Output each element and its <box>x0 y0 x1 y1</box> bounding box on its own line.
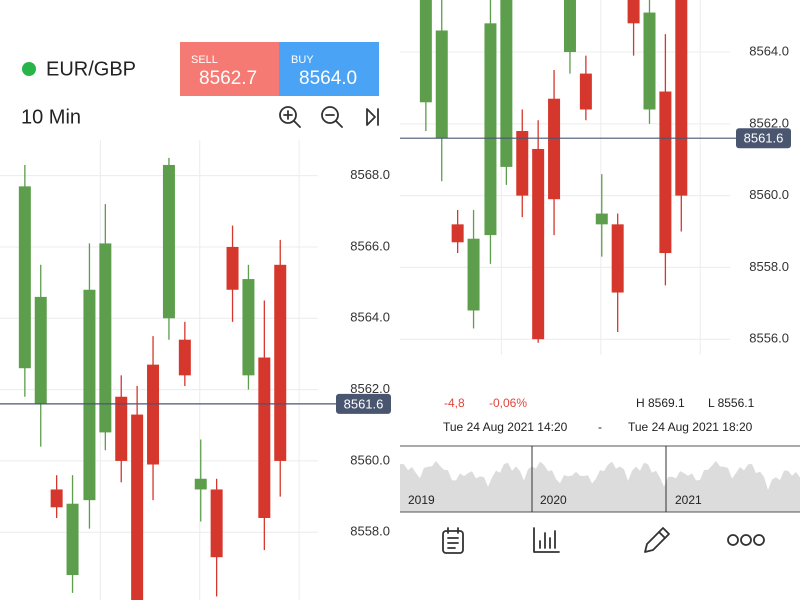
candle-body <box>419 0 432 103</box>
last-price-label: 8561.6 <box>744 131 784 146</box>
timeframe[interactable]: 10 Min <box>21 106 81 128</box>
candle-body <box>147 364 160 465</box>
draw-icon[interactable] <box>644 527 670 553</box>
buy-price: 8564.0 <box>299 68 357 89</box>
symbol[interactable]: EUR/GBP <box>46 58 136 80</box>
candle-body <box>226 246 239 290</box>
plot-area <box>400 0 730 355</box>
y-tick-label: 8562.0 <box>350 381 390 396</box>
candle-body <box>258 357 271 518</box>
candle-body <box>162 164 175 319</box>
candle-body <box>532 148 545 340</box>
y-tick-label: 8568.0 <box>350 167 390 182</box>
candle-body <box>500 0 513 167</box>
candle-body <box>274 264 287 461</box>
jump-end-icon[interactable] <box>366 108 379 126</box>
candle-body <box>178 339 191 376</box>
candle-body <box>563 0 576 53</box>
sell-button[interactable] <box>180 42 279 96</box>
candle-body <box>50 489 63 508</box>
candle-body <box>194 478 207 490</box>
candle-body <box>18 186 31 369</box>
candle-body <box>579 73 592 110</box>
range-to: Tue 24 Aug 2021 18:20 <box>628 420 753 434</box>
range-from: Tue 24 Aug 2021 14:20 <box>443 420 568 434</box>
candle-body <box>659 91 672 254</box>
low: L 8556.1 <box>708 396 755 410</box>
candle-body <box>66 503 79 576</box>
chart: 8558.0 8560.0 8562.0 8564.0 8566.0 8568.0 8561… <box>0 140 391 600</box>
range-separator: - <box>598 420 602 434</box>
candle-body <box>451 224 464 243</box>
candle-body <box>643 12 656 110</box>
candle-body <box>99 243 112 433</box>
year-label: 2021 <box>675 493 702 507</box>
buy-button[interactable] <box>279 42 379 96</box>
y-tick-label: 8564.0 <box>749 43 789 58</box>
change-percent: -0,06% <box>489 396 527 410</box>
y-tick-label: 8558.0 <box>350 524 390 539</box>
y-tick-label: 8560.0 <box>749 187 789 202</box>
y-tick-label: 8556.0 <box>749 331 789 346</box>
candle-body <box>548 98 561 200</box>
buy-label: BUY <box>291 54 314 66</box>
indicators-icon[interactable] <box>533 527 560 553</box>
notes-icon[interactable] <box>442 527 464 554</box>
candle-body <box>83 289 96 501</box>
status-dot <box>22 62 36 76</box>
candle-body <box>34 296 47 404</box>
zoom-out-icon[interactable] <box>321 106 343 128</box>
y-tick-label: 8560.0 <box>350 452 390 467</box>
candle-body <box>467 238 480 311</box>
candle-body <box>595 213 608 225</box>
candle-body <box>435 30 448 139</box>
y-tick-label: 8566.0 <box>350 238 390 253</box>
chart: 8556.08558.08560.08562.08564.01617188561… <box>400 0 791 377</box>
last-price-box <box>336 393 391 414</box>
candle-body <box>675 0 688 196</box>
y-tick-label: 8564.0 <box>350 310 390 325</box>
y-tick-label: 8558.0 <box>749 259 789 274</box>
last-price-label: 8561.6 <box>344 396 384 411</box>
candle-body <box>242 279 255 376</box>
candle-body <box>115 396 128 461</box>
navigator-area <box>400 460 800 512</box>
sell-label: SELL <box>191 54 218 66</box>
candle-body <box>516 131 529 196</box>
candle-body <box>627 0 640 24</box>
change: -4,8 <box>444 396 465 410</box>
year-label: 2020 <box>540 493 567 507</box>
plot-area <box>0 140 318 600</box>
high: H 8569.1 <box>636 396 685 410</box>
sell-price: 8562.7 <box>199 68 257 89</box>
more-icon[interactable] <box>727 534 765 546</box>
candle-body <box>131 414 144 600</box>
y-tick-label: 8562.0 <box>749 115 789 130</box>
last-price-box <box>736 128 791 149</box>
navigator[interactable]: 2019 2020 2021 <box>400 445 800 513</box>
candle-body <box>210 489 223 558</box>
candle-body <box>484 23 497 236</box>
candle-body <box>611 224 624 293</box>
zoom-in-icon[interactable] <box>279 106 301 128</box>
year-label: 2019 <box>408 493 435 507</box>
